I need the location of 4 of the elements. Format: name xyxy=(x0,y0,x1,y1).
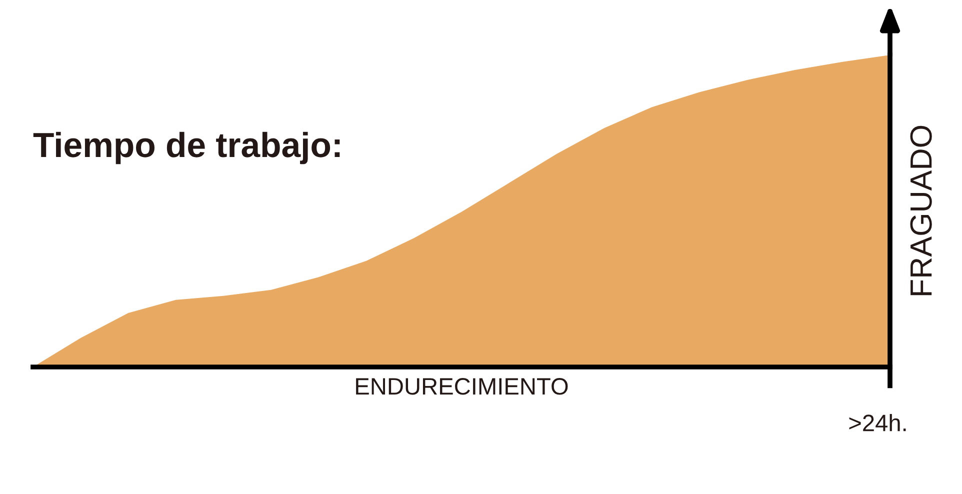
text: >24h. xyxy=(849,414,906,432)
y-axis-title: FRAGUADO xyxy=(910,126,932,296)
x-axis-title: ENDURECIMIENTO xyxy=(356,378,568,395)
text: Tiempo de trabajo: xyxy=(33,132,340,164)
